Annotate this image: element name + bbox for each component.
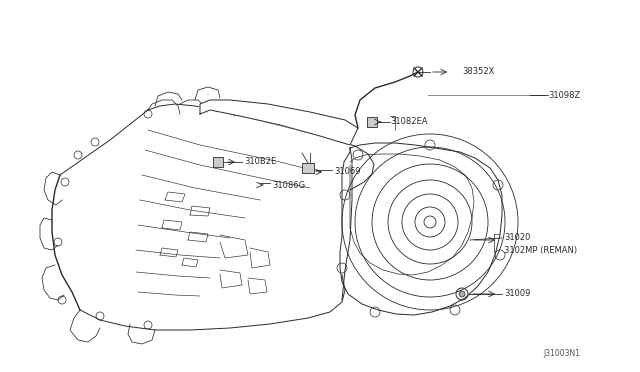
Polygon shape — [340, 143, 502, 315]
Polygon shape — [213, 157, 223, 167]
Polygon shape — [200, 100, 358, 145]
Text: 3102MP (REMAN): 3102MP (REMAN) — [504, 246, 577, 254]
Text: 310B2E: 310B2E — [244, 157, 276, 167]
Text: 31082EA: 31082EA — [390, 118, 428, 126]
Circle shape — [459, 291, 465, 297]
Text: 31098Z: 31098Z — [548, 90, 580, 99]
Text: 38352X: 38352X — [462, 67, 494, 77]
Text: 31009: 31009 — [504, 289, 531, 298]
Text: 31086G: 31086G — [272, 180, 305, 189]
Text: J31003N1: J31003N1 — [543, 349, 580, 358]
Polygon shape — [302, 163, 314, 173]
Text: 31069: 31069 — [334, 167, 360, 176]
Polygon shape — [367, 117, 377, 127]
Text: 31020: 31020 — [504, 234, 531, 243]
